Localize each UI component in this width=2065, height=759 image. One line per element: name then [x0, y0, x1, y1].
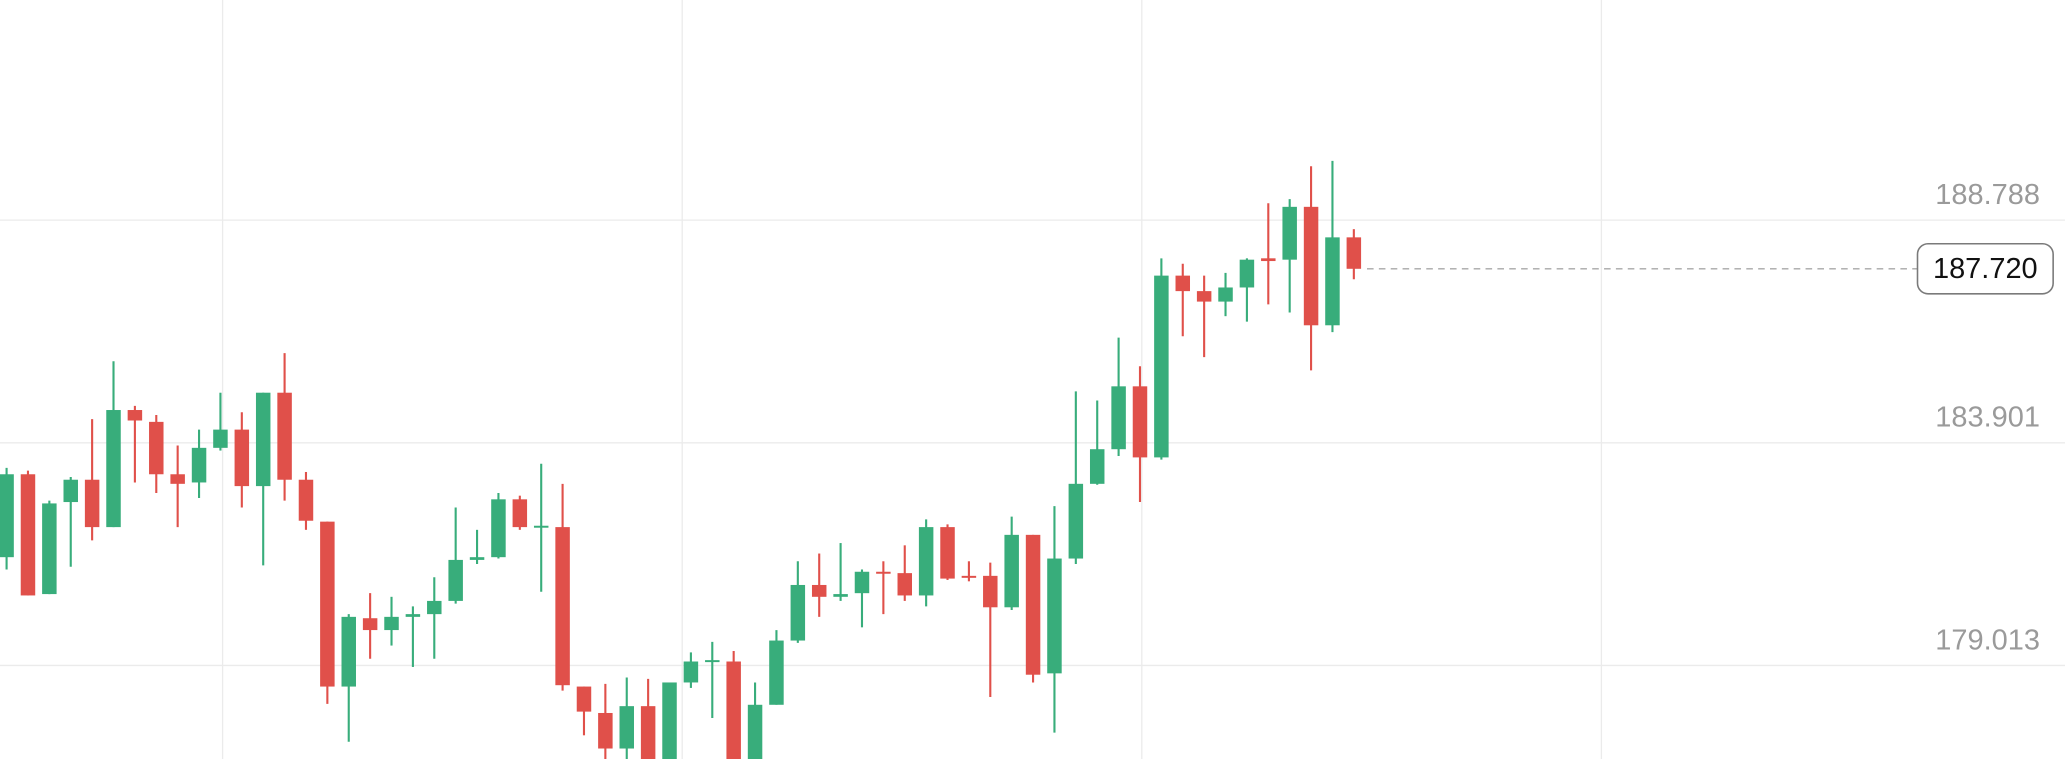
candle-body — [705, 660, 720, 663]
candle-body — [63, 479, 78, 503]
candle-body — [469, 557, 485, 560]
candle-body — [213, 429, 228, 448]
candle-body — [769, 640, 784, 705]
candle-body — [1132, 386, 1148, 458]
candles — [0, 160, 1918, 759]
candle-body — [341, 616, 356, 687]
candle-body — [940, 527, 955, 579]
candle-body — [149, 421, 164, 475]
candle-body — [448, 559, 463, 601]
price-label: 187.720 — [1933, 253, 2038, 285]
candle-body — [1089, 449, 1105, 484]
candle-body — [811, 584, 827, 597]
candle-body — [1282, 206, 1297, 260]
candle-body — [491, 499, 506, 558]
candle-body — [598, 712, 613, 749]
candle-body — [1239, 259, 1255, 288]
candle-body — [84, 479, 100, 528]
candle-body — [918, 527, 934, 596]
y-tick-label: 183.901 — [1935, 402, 2040, 434]
labels: 188.788 183.901 179.013 187.720 — [1916, 179, 2054, 656]
candle-body — [1346, 237, 1362, 269]
candle-body — [1068, 483, 1084, 559]
candle-body — [790, 584, 806, 641]
candle-body — [876, 571, 891, 574]
candle-body — [384, 616, 399, 631]
candle-body — [1325, 237, 1340, 326]
y-tick-label: 188.788 — [1935, 179, 2040, 211]
candle-body — [277, 392, 292, 480]
candle-body — [191, 447, 207, 483]
candle-body — [1154, 275, 1169, 458]
candle-body — [42, 503, 57, 595]
candle-body — [662, 682, 677, 759]
candle-body — [1004, 534, 1019, 608]
candle-body — [234, 429, 250, 487]
candle-body — [1175, 275, 1191, 292]
candle-body — [20, 474, 36, 596]
candle-body — [854, 571, 870, 594]
candle-body — [533, 525, 549, 528]
candle-body — [619, 706, 634, 749]
candle-body — [1111, 386, 1126, 450]
candle-body — [1261, 258, 1276, 262]
candle-body — [170, 474, 185, 484]
candle-body — [1025, 534, 1041, 675]
candle-body — [512, 499, 528, 528]
candle-body — [298, 479, 314, 521]
candle-body — [833, 594, 848, 597]
candle-body — [726, 661, 741, 759]
candle-body — [640, 706, 656, 759]
candle-body — [1196, 291, 1212, 302]
candle-body — [1218, 287, 1233, 302]
candle-body — [1303, 206, 1319, 326]
candle-body — [747, 704, 763, 759]
price-label-box — [1916, 242, 2054, 295]
candle-body — [683, 661, 699, 683]
candle-body — [362, 618, 378, 631]
candle-body — [0, 474, 14, 558]
candle-body — [961, 575, 977, 578]
candle-body — [405, 614, 421, 617]
candle-body — [127, 410, 143, 421]
candle-body — [106, 410, 121, 528]
candle-body — [1047, 558, 1062, 674]
candle-body — [576, 686, 592, 712]
candle-body — [427, 600, 442, 615]
candle-body — [255, 392, 271, 487]
candle-body — [897, 573, 912, 596]
y-tick-label: 179.013 — [1935, 624, 2040, 656]
candle-body — [555, 527, 570, 686]
time-grid — [221, 0, 1603, 759]
candle-body — [983, 575, 998, 608]
candle-body — [320, 521, 335, 687]
